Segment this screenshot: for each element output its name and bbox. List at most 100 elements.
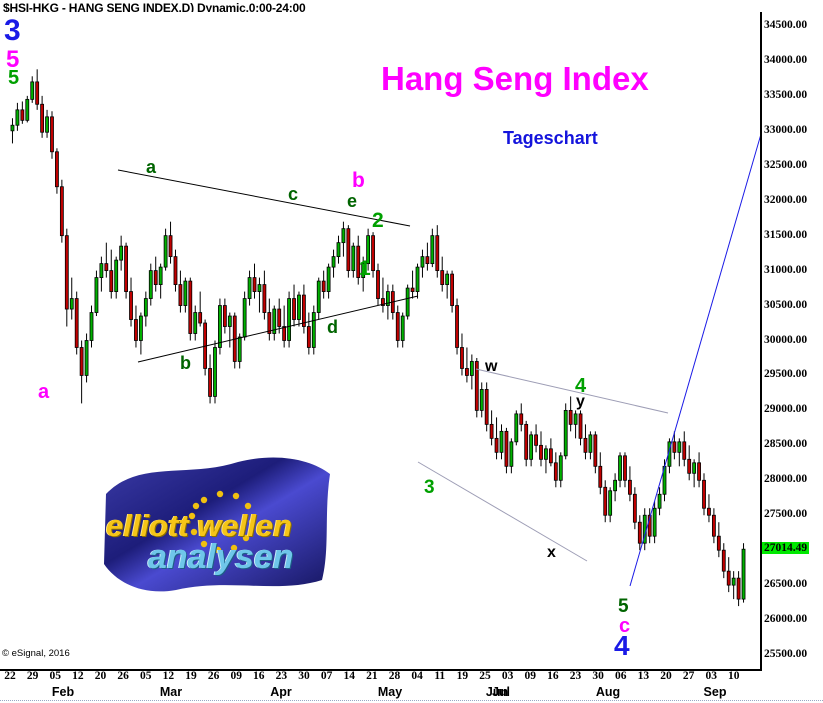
- candle-body: [40, 103, 45, 133]
- candle-body: [64, 235, 69, 310]
- chart-subtitle: Tageschart: [503, 128, 598, 148]
- candle-body: [692, 462, 697, 474]
- price-tick: 34500.00: [764, 18, 808, 31]
- candle-body: [524, 423, 529, 460]
- candle-body: [529, 434, 534, 460]
- candle-body: [50, 116, 54, 153]
- wave-4-blue: 4: [614, 630, 630, 661]
- candle-body: [425, 256, 430, 265]
- candle-body: [381, 298, 385, 306]
- wave-3-green: 3: [424, 477, 435, 498]
- date-tick: 22: [4, 670, 16, 682]
- triangle-lower: [137, 295, 419, 363]
- month-tick: Aug: [595, 685, 621, 699]
- candle-body: [326, 266, 331, 292]
- candle-body: [534, 434, 538, 446]
- candle-body: [608, 490, 613, 516]
- candle-body: [618, 455, 622, 481]
- candle-body: [346, 228, 351, 272]
- month-tick: Apr: [270, 685, 292, 699]
- wave-3-blue: 3: [4, 14, 21, 47]
- candle-body: [198, 312, 203, 324]
- triangle-e: e: [347, 191, 358, 211]
- candle-body: [311, 312, 316, 348]
- price-tick: 26000.00: [764, 613, 808, 626]
- copyright-text: © eSignal, 2016: [2, 648, 70, 659]
- candle-body: [741, 548, 746, 600]
- candle-body: [553, 462, 558, 481]
- channel-upper: [475, 368, 669, 414]
- candle-body: [287, 298, 291, 341]
- projection-blue: [629, 135, 760, 587]
- candle-body: [341, 228, 346, 244]
- candle-body: [455, 305, 459, 348]
- candle-body: [376, 270, 380, 299]
- candle-body: [568, 409, 573, 425]
- candle-body: [84, 340, 89, 376]
- candle-body: [213, 347, 217, 397]
- candle-body: [702, 479, 706, 509]
- triangle-c: c: [288, 184, 299, 204]
- candle-body: [321, 280, 326, 292]
- candle-body: [440, 270, 445, 285]
- candle-body: [153, 270, 158, 285]
- date-tick: 07: [320, 670, 333, 682]
- candle-body: [74, 298, 79, 348]
- watermark-line-1: elliott wellen: [106, 508, 293, 543]
- channel-lower: [417, 461, 588, 562]
- price-tick: 33500.00: [764, 88, 808, 101]
- wave-x: x: [547, 544, 556, 561]
- candle-body: [465, 368, 469, 376]
- candle-body: [593, 434, 598, 467]
- candle-body: [218, 305, 222, 348]
- candle-body: [395, 312, 400, 341]
- last-price-badge: 27014.49: [762, 542, 810, 555]
- candle-body: [514, 413, 519, 443]
- candle-body: [405, 287, 410, 317]
- candle-body: [687, 458, 692, 474]
- candle-body: [129, 291, 133, 320]
- date-tick: 16: [547, 670, 559, 682]
- candle-body: [652, 507, 657, 537]
- triangle-d: d: [327, 317, 338, 337]
- candle-body: [573, 413, 578, 425]
- price-tick: 28000.00: [764, 473, 808, 486]
- candle-body: [45, 116, 49, 133]
- candle-body: [267, 312, 272, 334]
- candle-body: [588, 434, 593, 453]
- candle-body: [272, 308, 277, 334]
- candle-body: [544, 448, 548, 460]
- candle-body: [55, 151, 59, 188]
- candle-body: [79, 347, 84, 376]
- date-tick: 12: [72, 670, 84, 682]
- candle-body: [489, 423, 494, 439]
- candle-body: [163, 235, 168, 268]
- date-tick: 16: [253, 670, 265, 682]
- candle-body: [371, 235, 375, 272]
- candle-body: [193, 312, 198, 334]
- candle-body: [134, 319, 138, 341]
- date-tick: 13: [637, 670, 650, 682]
- wave-5-green: 5: [8, 67, 20, 89]
- candle-body: [410, 287, 415, 292]
- candle-body: [479, 389, 484, 411]
- candle-body: [415, 266, 420, 292]
- date-tick: 19: [185, 670, 197, 682]
- month-tick: May: [377, 685, 403, 699]
- candle-body: [657, 493, 662, 509]
- candle-body: [351, 245, 356, 272]
- eu-flag-icon: [98, 452, 336, 592]
- candle-body: [672, 441, 677, 453]
- candle-body: [188, 280, 193, 334]
- candle-body: [173, 256, 178, 285]
- candle-body: [114, 259, 119, 292]
- price-axis[interactable]: 34500.00 34000.00 33500.00 33000.00 32500.00…: [762, 12, 823, 669]
- candle-body: [227, 315, 232, 327]
- candle-body: [20, 109, 25, 121]
- date-tick: 09: [524, 670, 536, 682]
- candle-body: [99, 263, 104, 278]
- candle-body: [632, 493, 637, 523]
- candle-body: [208, 368, 212, 397]
- candle-body: [499, 430, 504, 453]
